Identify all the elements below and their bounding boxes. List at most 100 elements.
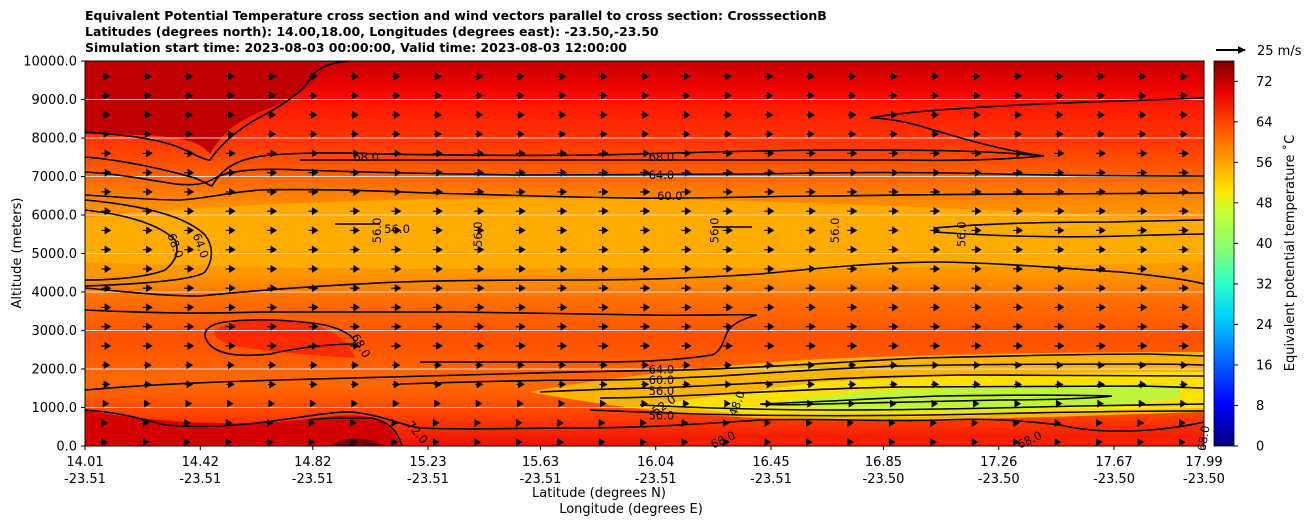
contour-label: 64.0	[649, 168, 675, 182]
wind-arrow	[764, 264, 775, 273]
wind-arrow	[971, 245, 982, 254]
wind-arrow	[1137, 284, 1148, 293]
wind-arrow	[432, 322, 443, 331]
wind-arrow	[143, 361, 152, 370]
wind-arrow	[1178, 341, 1189, 350]
wind-arrow	[1013, 322, 1024, 331]
wind-arrow	[764, 303, 775, 312]
x-tick-label-lon: -23.50	[978, 472, 1020, 487]
contour-lines	[85, 61, 1204, 446]
wind-arrow	[350, 110, 359, 119]
wind-arrow	[309, 361, 318, 370]
wind-arrow	[184, 168, 195, 177]
wind-arrow	[1179, 91, 1188, 100]
wind-arrow	[432, 303, 443, 312]
wind-arrow	[888, 418, 896, 427]
wind-arrow	[432, 438, 440, 446]
wind-arrow	[805, 438, 813, 446]
wind-arrow	[516, 91, 525, 100]
wind-arrow	[1054, 341, 1065, 350]
wind-arrow	[599, 72, 608, 81]
x-tick-label-lat: 17.67	[1095, 455, 1132, 470]
wind-arrow	[764, 341, 775, 350]
y-tick-label: 1000.0	[32, 401, 78, 416]
wind-arrow	[267, 341, 278, 350]
contour-64-lower	[85, 353, 1204, 391]
wind-arrow	[931, 130, 940, 139]
wind-arrow	[847, 207, 858, 216]
wind-arrow	[598, 207, 609, 216]
wind-arrow	[226, 91, 235, 100]
x-tick-label-lon: -23.51	[520, 472, 562, 487]
wind-arrow	[516, 130, 525, 139]
wind-arrow	[1013, 284, 1024, 293]
colorbar-tick-label: 0	[1256, 440, 1264, 455]
wind-arrow	[931, 72, 940, 81]
wind-arrow	[308, 226, 319, 235]
wind-arrow	[515, 418, 523, 427]
wind-arrow	[888, 264, 899, 273]
wind-arrow	[349, 245, 360, 254]
wind-arrow	[267, 207, 278, 216]
wind-arrow	[1096, 110, 1105, 119]
wind-arrow	[557, 284, 568, 293]
wind-arrow	[1014, 91, 1023, 100]
wind-arrow	[225, 341, 236, 350]
quiver-key-label: 25 m/s	[1257, 44, 1302, 59]
contour-52-lower-tongue-return	[639, 403, 1204, 411]
wind-arrow	[226, 380, 235, 389]
wind-arrow	[184, 284, 195, 293]
x-tick-label-lon: -23.51	[635, 472, 677, 487]
wind-arrow	[433, 91, 442, 100]
y-axis-label: Altitude (meters)	[10, 198, 25, 309]
wind-arrow	[848, 380, 857, 389]
wind-arrow	[930, 418, 937, 427]
wind-arrow	[598, 303, 609, 312]
wind-arrow	[1137, 168, 1148, 177]
wind-arrow	[391, 438, 399, 446]
wind-arrow	[848, 72, 857, 81]
wind-arrow	[681, 245, 692, 254]
wind-arrow	[392, 91, 401, 100]
wind-arrow	[557, 245, 568, 254]
wind-arrow	[515, 207, 526, 216]
wind-arrow	[475, 380, 484, 389]
wind-arrow	[1137, 207, 1148, 216]
wind-arrow	[1178, 226, 1189, 235]
wind-arrow	[1054, 226, 1065, 235]
wind-arrow	[391, 264, 402, 273]
wind-arrow	[847, 341, 858, 350]
wind-arrow	[432, 207, 443, 216]
wind-arrow	[681, 438, 689, 446]
wind-arrow	[722, 207, 733, 216]
wind-arrow	[599, 380, 608, 389]
wind-arrow	[1095, 284, 1106, 293]
wind-arrow	[350, 72, 359, 81]
wind-arrow	[225, 245, 236, 254]
x-tick-label-lon: -23.50	[1183, 472, 1225, 487]
wind-arrow	[722, 341, 733, 350]
wind-arrow	[515, 226, 526, 235]
wind-arrow	[475, 130, 484, 139]
wind-arrow	[102, 361, 111, 370]
wind-arrow	[351, 399, 358, 408]
x-axis-label-latitude: Latitude (degrees N)	[532, 486, 666, 501]
wind-arrow	[432, 226, 443, 235]
wind-arrow	[640, 187, 651, 196]
wind-arrow	[805, 341, 816, 350]
contour-label: 68.0	[353, 150, 379, 164]
wind-arrow	[722, 187, 733, 196]
wind-arrow	[268, 380, 277, 389]
wind-arrow	[1013, 341, 1024, 350]
wind-arrow	[516, 380, 525, 389]
wind-arrow	[515, 187, 526, 196]
wind-arrow	[599, 91, 608, 100]
contour-56-lower-tongue	[539, 374, 1204, 393]
wind-arrow	[972, 72, 981, 81]
wind-arrow	[847, 264, 858, 273]
wind-arrow	[557, 187, 568, 196]
wind-arrow	[142, 284, 153, 293]
wind-arrow	[267, 303, 278, 312]
wind-arrow	[350, 91, 359, 100]
wind-arrow	[1054, 149, 1065, 158]
